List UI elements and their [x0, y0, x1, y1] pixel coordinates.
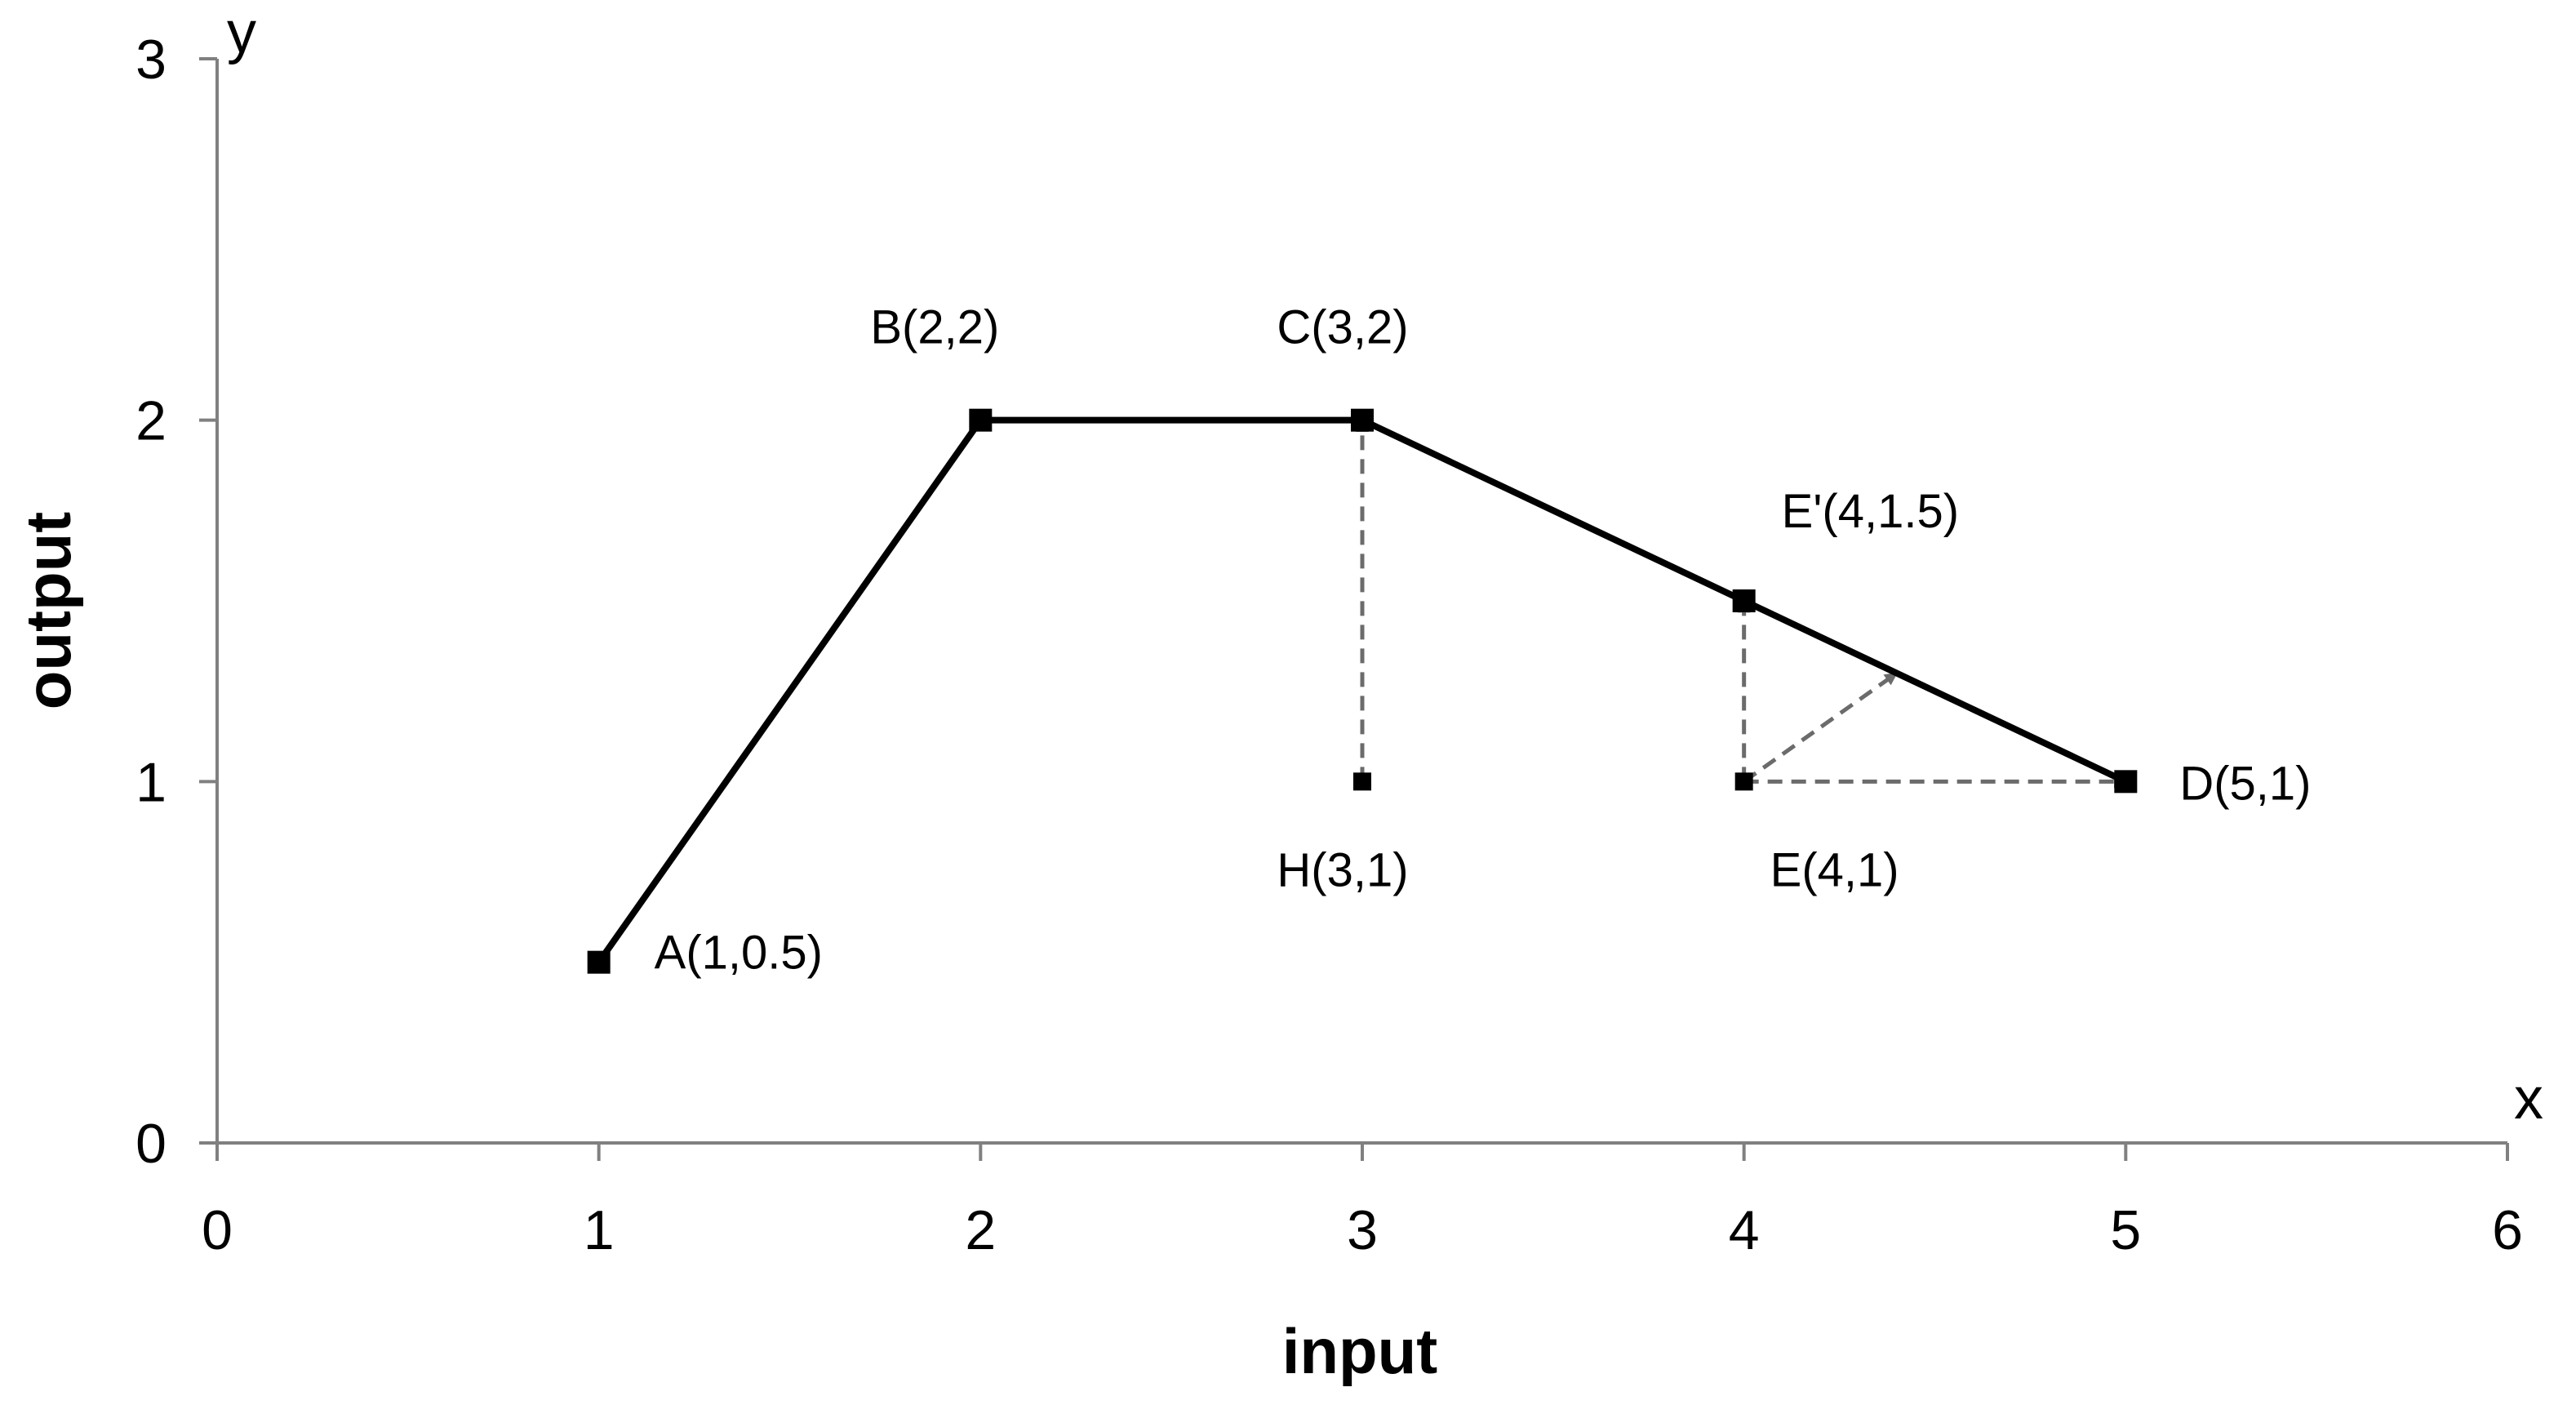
y-tick-label: 1: [135, 751, 167, 813]
point-label: E(4,1): [1770, 843, 1899, 896]
x-axis-title: input: [1282, 1315, 1438, 1387]
point-labels: A(1,0.5) B(2,2) C(3,2) E'(4,1.5) D(5,1) H(3,1…: [655, 301, 2312, 980]
projection-arrows: [1355, 419, 2127, 789]
inefficient-point-marker: [1734, 772, 1753, 791]
point-label: H(3,1): [1277, 843, 1408, 896]
x-tick-label: 2: [965, 1199, 996, 1261]
point-label: D(5,1): [2179, 757, 2311, 810]
frontier-point-marker: [587, 950, 611, 974]
x-tick-label: 6: [2492, 1199, 2523, 1261]
y-tick-label: 0: [135, 1113, 167, 1175]
point-label: E'(4,1.5): [1782, 485, 1959, 538]
frontier-point-marker: [1732, 589, 1756, 612]
y-axis-letter: y: [227, 0, 256, 65]
frontier-point-marker: [1351, 408, 1374, 432]
x-tick-label: 3: [1347, 1199, 1378, 1261]
frontier-point-marker: [969, 408, 993, 432]
x-tick-label: 1: [584, 1199, 615, 1261]
x-tick-label: 0: [202, 1199, 233, 1261]
frontier-point-marker: [2114, 770, 2138, 794]
point-label: C(3,2): [1277, 301, 1408, 354]
data-points: [587, 408, 2138, 974]
x-axis-letter: x: [2514, 1066, 2543, 1132]
inefficient-point-marker: [1353, 772, 1371, 791]
point-label: A(1,0.5): [655, 927, 823, 980]
x-tick-label: 4: [1729, 1199, 1760, 1261]
axes-layer: 0 1 2 3 4 5 6 0 1 2 3: [135, 29, 2523, 1261]
y-tick-label: 2: [135, 390, 167, 452]
y-tick-label: 3: [135, 29, 167, 91]
projection-arrow: [1743, 671, 1899, 784]
x-tick-label: 5: [2110, 1199, 2141, 1261]
point-label: B(2,2): [870, 301, 999, 354]
y-axis-title: output: [12, 512, 84, 710]
